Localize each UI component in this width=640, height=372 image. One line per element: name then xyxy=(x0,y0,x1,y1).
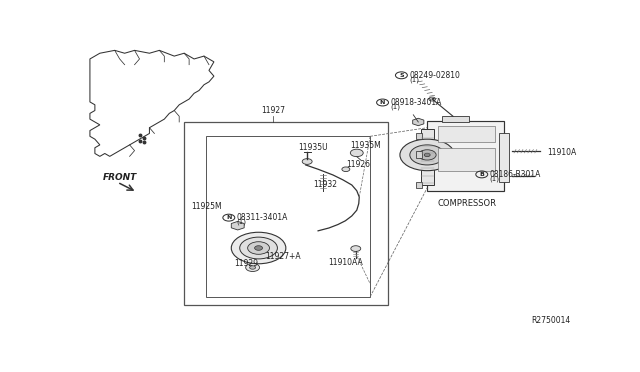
Text: 11926: 11926 xyxy=(346,160,370,169)
Text: 08186-B301A: 08186-B301A xyxy=(490,170,541,179)
Circle shape xyxy=(250,266,255,269)
Bar xyxy=(438,126,495,142)
Text: FRONT: FRONT xyxy=(102,173,136,182)
Circle shape xyxy=(246,263,260,272)
Text: S: S xyxy=(399,73,404,78)
Text: (1): (1) xyxy=(410,77,419,83)
Bar xyxy=(421,129,434,185)
Circle shape xyxy=(255,246,262,250)
Circle shape xyxy=(410,145,445,165)
Circle shape xyxy=(424,153,430,157)
Text: (1): (1) xyxy=(390,104,401,110)
Circle shape xyxy=(240,237,277,259)
Circle shape xyxy=(429,97,436,101)
Text: N: N xyxy=(380,100,385,105)
Text: 11932: 11932 xyxy=(313,180,337,189)
Bar xyxy=(428,121,504,191)
Text: (1): (1) xyxy=(237,219,247,225)
Text: R2750014: R2750014 xyxy=(531,316,570,325)
Text: 08918-3401A: 08918-3401A xyxy=(390,98,442,107)
Text: (1): (1) xyxy=(490,176,500,182)
Text: 08249-02810: 08249-02810 xyxy=(410,71,460,80)
Circle shape xyxy=(350,149,364,157)
Text: 11927: 11927 xyxy=(262,106,285,115)
Text: COMPRESSOR: COMPRESSOR xyxy=(437,199,497,208)
Circle shape xyxy=(248,242,269,254)
Text: N: N xyxy=(226,215,232,220)
Bar xyxy=(207,136,370,297)
Circle shape xyxy=(231,232,286,264)
Text: B: B xyxy=(479,172,484,177)
Bar xyxy=(416,133,422,139)
Text: 11927+A: 11927+A xyxy=(266,251,301,260)
Text: 11935U: 11935U xyxy=(298,143,328,152)
Bar xyxy=(442,116,469,122)
Circle shape xyxy=(419,150,436,160)
Bar xyxy=(416,182,422,188)
Text: 11910AA: 11910AA xyxy=(328,258,363,267)
Text: 11935M: 11935M xyxy=(350,141,381,150)
Bar xyxy=(438,148,495,171)
Text: 08311-3401A: 08311-3401A xyxy=(237,213,288,222)
Bar xyxy=(499,134,509,182)
Text: 11910A: 11910A xyxy=(547,148,577,157)
Circle shape xyxy=(342,167,350,171)
Bar xyxy=(184,122,388,305)
Bar xyxy=(416,151,422,158)
Circle shape xyxy=(400,139,454,171)
Circle shape xyxy=(351,246,361,251)
Text: 11925M: 11925M xyxy=(191,202,222,211)
Text: 11929: 11929 xyxy=(234,259,258,268)
Circle shape xyxy=(302,158,312,164)
